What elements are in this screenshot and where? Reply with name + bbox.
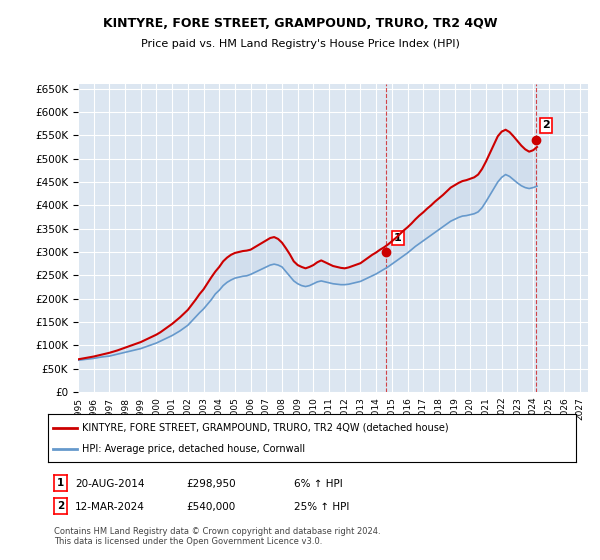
Text: 1: 1	[394, 233, 402, 243]
Text: 12-MAR-2024: 12-MAR-2024	[75, 502, 145, 512]
Text: KINTYRE, FORE STREET, GRAMPOUND, TRURO, TR2 4QW: KINTYRE, FORE STREET, GRAMPOUND, TRURO, …	[103, 17, 497, 30]
Text: 6% ↑ HPI: 6% ↑ HPI	[294, 479, 343, 489]
Text: Contains HM Land Registry data © Crown copyright and database right 2024.
This d: Contains HM Land Registry data © Crown c…	[54, 526, 380, 546]
Text: 1: 1	[57, 478, 64, 488]
Text: 2: 2	[57, 501, 64, 511]
Text: £298,950: £298,950	[186, 479, 236, 489]
Text: HPI: Average price, detached house, Cornwall: HPI: Average price, detached house, Corn…	[82, 444, 305, 454]
Text: 20-AUG-2014: 20-AUG-2014	[75, 479, 145, 489]
Text: 2: 2	[542, 120, 550, 130]
Text: 25% ↑ HPI: 25% ↑ HPI	[294, 502, 349, 512]
Text: Price paid vs. HM Land Registry's House Price Index (HPI): Price paid vs. HM Land Registry's House …	[140, 39, 460, 49]
Text: KINTYRE, FORE STREET, GRAMPOUND, TRURO, TR2 4QW (detached house): KINTYRE, FORE STREET, GRAMPOUND, TRURO, …	[82, 423, 449, 433]
Text: £540,000: £540,000	[186, 502, 235, 512]
